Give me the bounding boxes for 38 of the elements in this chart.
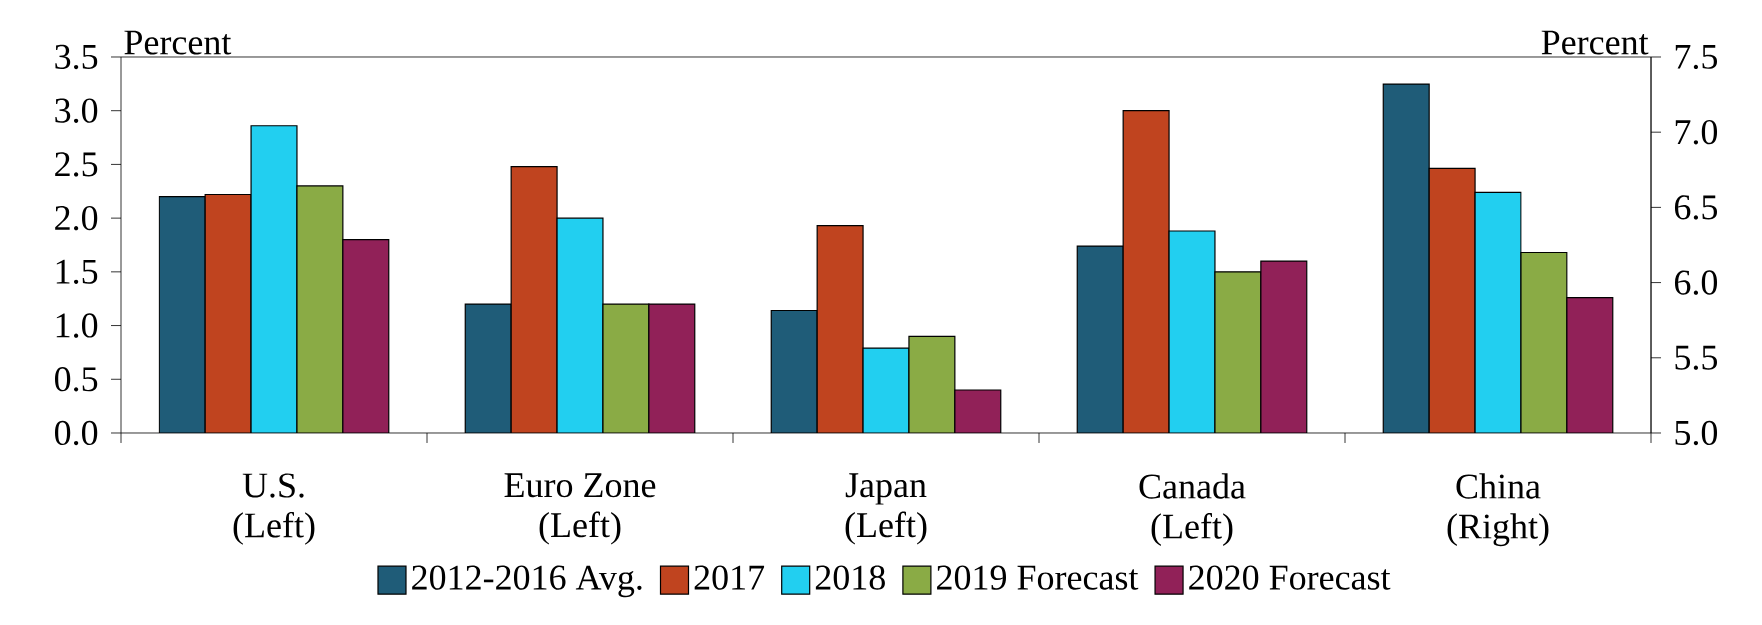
y-tick-label: 2.5 <box>55 152 98 177</box>
bar <box>1260 260 1308 433</box>
y-tick-label: 1.0 <box>56 313 98 338</box>
y-tick-label: 3.5 <box>55 44 98 70</box>
bar <box>1168 230 1216 433</box>
legend-label: 2019 Forecast <box>937 565 1139 590</box>
y2-tick-label: 7.0 <box>1675 119 1718 145</box>
x-tick-label: Canada (Left) <box>1139 473 1246 547</box>
y-tick-label: 1.5 <box>56 259 98 284</box>
y-tick-label: 3.0 <box>55 98 98 123</box>
x-tick-label: Japan (Left) <box>845 473 927 545</box>
legend-label: 2020 Forecast <box>1189 565 1391 590</box>
bar <box>342 239 390 433</box>
bar <box>510 165 558 433</box>
bar <box>250 125 298 433</box>
bar <box>862 347 910 433</box>
bar <box>648 303 696 433</box>
bar <box>556 217 604 433</box>
legend-label: 2018 <box>815 565 885 590</box>
y-tick-label: 0.0 <box>54 420 98 446</box>
legend-label: 2012-2016 Avg. <box>412 565 642 598</box>
y2-axis-title: Percent <box>1541 30 1649 55</box>
bar <box>954 389 1002 433</box>
y2-tick-label: 5.0 <box>1675 420 1718 446</box>
x-tick-label: Euro Zone (Left) <box>504 473 656 545</box>
legend-label: 2017 <box>694 565 765 590</box>
y-tick-label: 0.5 <box>54 367 98 392</box>
y2-tick-label: 6.0 <box>1674 270 1718 295</box>
y-tick-label: 2.0 <box>55 205 98 231</box>
y-axis-title: Percent <box>124 30 232 55</box>
bar <box>204 193 252 433</box>
x-tick-label: China (Right) <box>1447 473 1549 547</box>
y2-tick-label: 6.5 <box>1674 195 1718 220</box>
bar <box>1122 110 1170 433</box>
y2-tick-label: 7.5 <box>1675 44 1718 70</box>
bar <box>816 225 864 433</box>
y2-tick-label: 5.5 <box>1675 345 1718 370</box>
x-tick-label: U.S. (Left) <box>233 473 315 545</box>
